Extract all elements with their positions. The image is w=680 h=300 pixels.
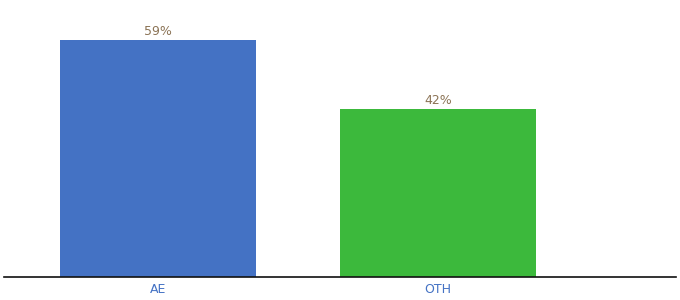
Text: 59%: 59% (144, 25, 172, 38)
Text: 42%: 42% (424, 94, 452, 106)
Bar (60, 40, 256, 277)
Bar (340, 109, 536, 277)
